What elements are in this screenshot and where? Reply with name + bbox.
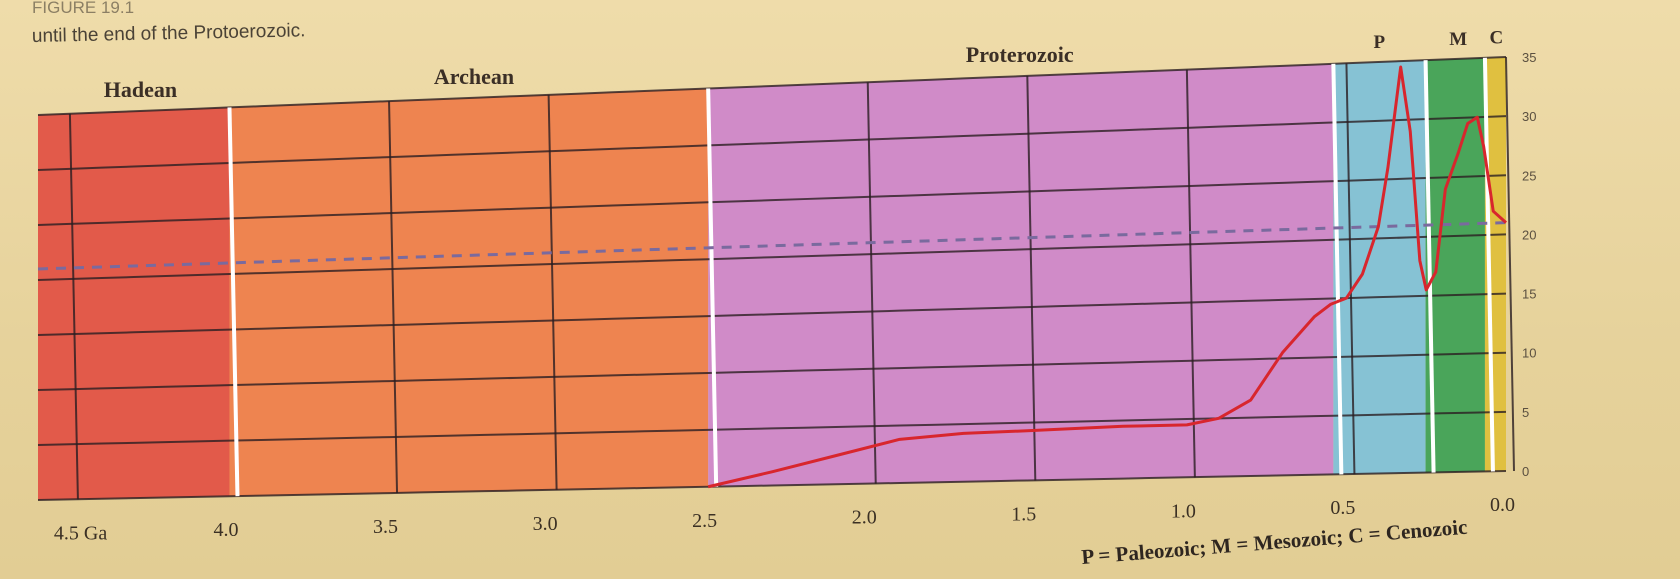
era-abbreviation-note: P = Paleozoic; M = Mesozoic; C = Cenozoi… — [1081, 515, 1469, 569]
gridline-v — [1505, 56, 1515, 472]
era-label-archean: Archean — [434, 64, 514, 89]
gridline-h — [37, 233, 1507, 281]
era-band-proterozoic — [708, 63, 1334, 487]
gridline-h — [37, 174, 1507, 226]
gridline-h — [37, 470, 1507, 501]
era-band-paleozoic — [1333, 60, 1426, 475]
gridline-v — [866, 82, 877, 484]
x-tick-label: 2.5 — [692, 510, 717, 532]
gridline-v — [1345, 63, 1356, 475]
era-boundary — [227, 107, 240, 497]
gridline-h — [37, 351, 1507, 391]
era-label-proterozoic: Proterozoic — [966, 42, 1074, 67]
gridline-v — [388, 101, 399, 494]
era-band-hadean — [38, 107, 230, 500]
era-bands — [38, 57, 1506, 500]
y-tick-label: 35 — [1522, 50, 1536, 65]
era-label-paleozoic: P — [1373, 32, 1385, 53]
gridline-h — [37, 292, 1507, 336]
y-tick-label: 15 — [1522, 287, 1536, 302]
gridline-v — [1185, 69, 1196, 478]
y-tick-label: 5 — [1522, 405, 1529, 420]
x-tick-label: 0.0 — [1490, 494, 1515, 516]
gridline-v — [68, 113, 79, 500]
gridline-v — [547, 94, 558, 490]
y-axis: 0 5 10 15 20 25 30 35 — [1522, 50, 1536, 479]
era-band-archean — [229, 88, 709, 497]
x-tick-label: 4.0 — [213, 519, 238, 541]
oxygen-series-line — [707, 65, 1508, 489]
gridline-h — [37, 115, 1507, 171]
era-labels: Hadean Archean Proterozoic P M C — [104, 27, 1503, 102]
x-tick-label: 3.0 — [533, 513, 558, 535]
era-boundary — [1482, 57, 1495, 472]
gridline-h — [37, 410, 1507, 446]
x-tick-label: 0.5 — [1330, 497, 1355, 519]
x-tick-label: 1.5 — [1011, 503, 1036, 525]
x-tick-label: 1.0 — [1171, 500, 1196, 522]
x-tick-label: 4.5 Ga — [54, 522, 107, 544]
era-boundary — [1331, 63, 1344, 475]
y-tick-label: 25 — [1522, 168, 1536, 183]
x-tick-label: 2.0 — [852, 507, 877, 529]
oxygen-curve — [707, 65, 1508, 489]
era-boundary — [706, 88, 719, 487]
gridline-v — [1026, 75, 1037, 481]
y-tick-label: 10 — [1522, 346, 1536, 361]
x-tick-label: 3.5 — [373, 516, 398, 538]
era-label-hadean: Hadean — [104, 77, 177, 102]
y-tick-label: 20 — [1522, 227, 1536, 242]
era-boundary — [1423, 60, 1436, 473]
y-tick-label: 0 — [1522, 464, 1529, 479]
era-label-cenozoic: C — [1489, 27, 1503, 48]
y-tick-label: 30 — [1522, 109, 1536, 124]
caption-line-2: until the end of the Protoerozoic. — [32, 20, 306, 47]
caption-line-1: FIGURE 19.1 — [32, 0, 134, 17]
x-axis: 4.5 Ga 4.0 3.5 3.0 2.5 2.0 1.5 1.0 0.5 0.0 — [54, 494, 1515, 544]
era-boundaries — [227, 57, 1495, 497]
era-label-mesozoic: M — [1449, 29, 1467, 50]
era-band-mesozoic — [1425, 57, 1485, 473]
gridline-h — [37, 56, 1507, 116]
